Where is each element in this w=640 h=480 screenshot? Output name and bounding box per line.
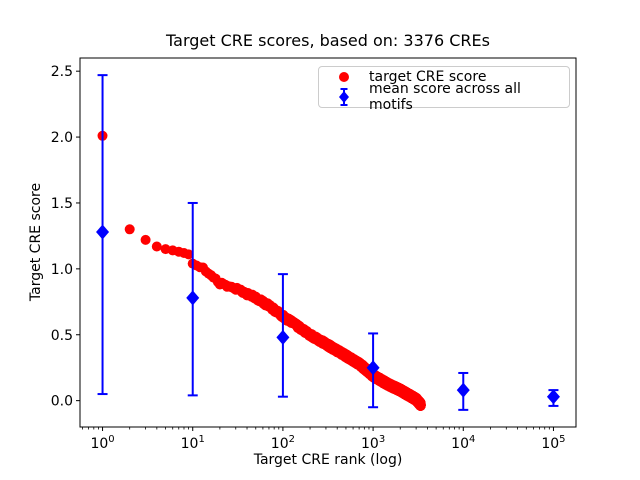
y-axis-ticks: 0.0 0.5 1.0 1.5 2.0 2.5 <box>51 64 80 410</box>
x-tick-label: 101 <box>181 434 205 452</box>
red-scatter-point <box>151 241 162 252</box>
blue-diamond-glyph <box>339 91 349 103</box>
x-tick-label: 103 <box>361 434 385 452</box>
y-tick-label: 0.0 <box>51 394 73 410</box>
blue-diamond-point <box>276 329 290 345</box>
legend: target CRE score mean score across all m… <box>318 66 570 113</box>
blue-diamond-point <box>186 290 200 306</box>
red-scatter-point <box>124 224 135 235</box>
blue-diamond-point <box>96 224 110 240</box>
red-scatter-point <box>140 234 151 245</box>
legend-label-mean-score: mean score across all motifs <box>369 81 521 113</box>
target-score-series <box>97 130 426 411</box>
legend-label-target-score: target CRE score <box>369 69 487 85</box>
blue-diamond-point <box>366 360 380 376</box>
blue-diamond-point <box>456 382 470 398</box>
y-tick-label: 2.0 <box>51 130 73 146</box>
blue-diamond-point <box>546 389 560 405</box>
legend-entry-target-score: target CRE score <box>319 67 569 87</box>
x-axis-label: Target CRE rank (log) <box>253 452 403 468</box>
x-tick-label: 104 <box>451 434 475 452</box>
red-scatter-point <box>415 399 426 410</box>
axes-spines <box>79 57 577 428</box>
axes-frame <box>79 57 577 428</box>
y-tick-label: 0.5 <box>51 328 73 344</box>
y-tick-label: 1.0 <box>51 262 73 278</box>
x-tick-label: 102 <box>271 434 295 452</box>
x-tick-label: 100 <box>90 434 114 452</box>
legend-entry-mean-score: mean score across all motifs <box>319 81 569 113</box>
red-circle-glyph <box>339 72 349 82</box>
mean-score-series <box>96 74 560 411</box>
chart-title: Target CRE scores, based on: 3376 CREs <box>166 31 490 50</box>
x-tick-label: 105 <box>541 434 565 452</box>
y-axis-label: Target CRE score <box>28 182 44 302</box>
blue-diamond-errorbar-marker-icon <box>327 87 361 107</box>
red-scatter-point <box>183 249 194 260</box>
y-tick-label: 1.5 <box>51 196 73 212</box>
red-circle-marker-icon <box>327 67 361 87</box>
x-axis-ticks: 100 101 102 103 104 105 <box>82 427 566 452</box>
y-tick-label: 2.5 <box>51 64 73 80</box>
